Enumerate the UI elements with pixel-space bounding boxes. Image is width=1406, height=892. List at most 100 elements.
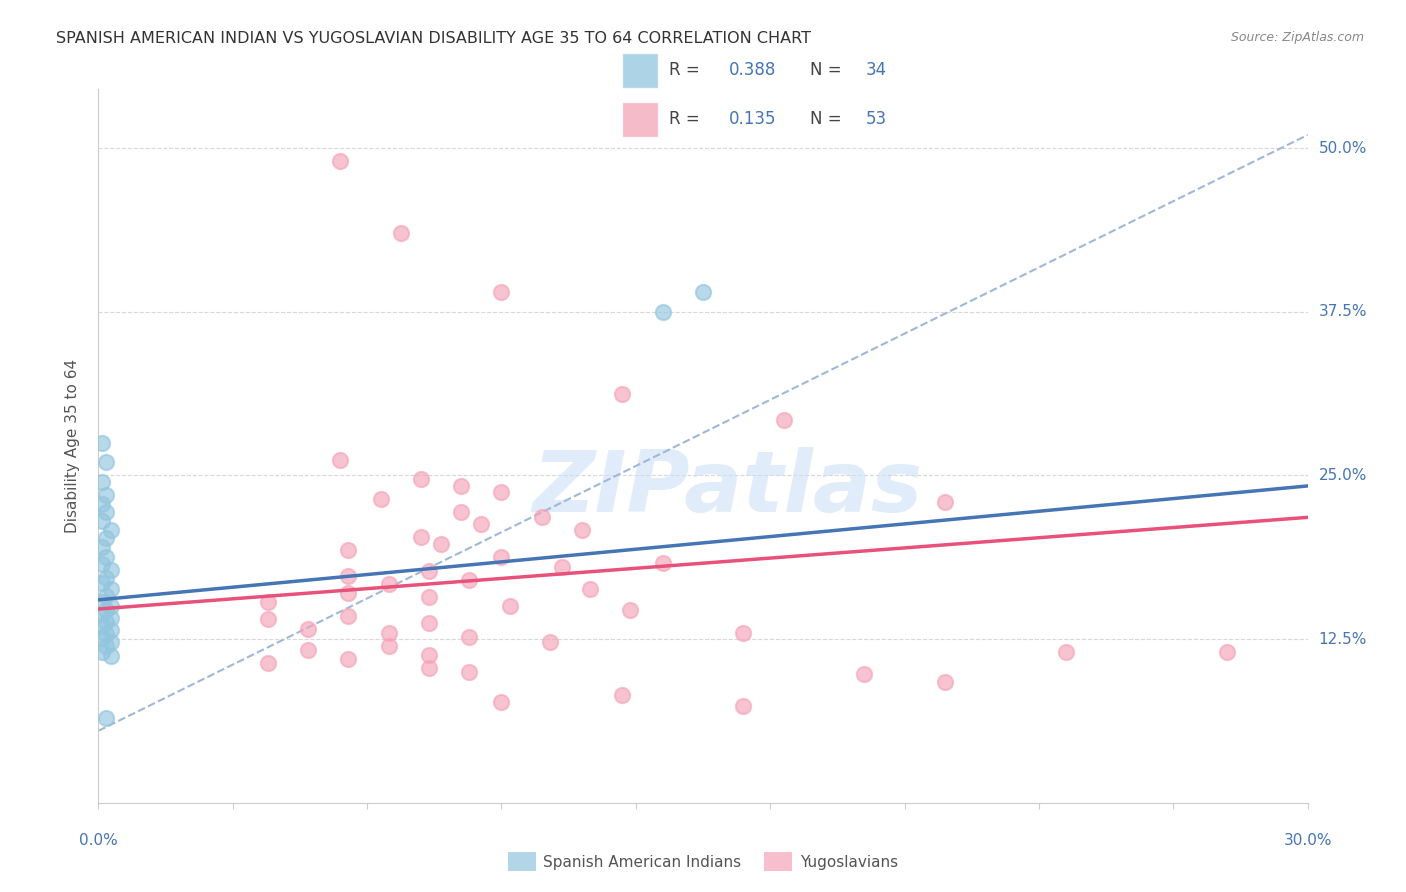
Text: R =: R = [669, 110, 710, 128]
Point [96, 603, 118, 617]
Point [430, 536, 453, 550]
Point [91, 595, 114, 609]
Point [337, 543, 360, 558]
Point [100, 599, 122, 614]
Point [772, 413, 794, 427]
Point [337, 608, 360, 623]
Text: 37.5%: 37.5% [1319, 304, 1367, 319]
Point [329, 452, 352, 467]
Text: 12.5%: 12.5% [1319, 632, 1367, 647]
Point [96, 488, 118, 502]
Point [612, 689, 634, 703]
Point [100, 611, 122, 625]
Point [1054, 645, 1077, 659]
Text: N =: N = [810, 110, 846, 128]
Point [91, 514, 114, 528]
Point [337, 652, 360, 666]
Point [418, 564, 440, 578]
Point [377, 625, 399, 640]
Point [651, 556, 673, 570]
Legend: Spanish American Indians, Yugoslavians: Spanish American Indians, Yugoslavians [502, 847, 904, 877]
Point [491, 485, 513, 500]
Point [96, 711, 118, 725]
Point [498, 599, 520, 614]
Point [377, 639, 399, 653]
Point [579, 582, 602, 597]
Point [530, 510, 553, 524]
Point [329, 154, 352, 169]
Text: ZIPatlas: ZIPatlas [531, 447, 922, 531]
Point [96, 455, 118, 469]
Point [337, 586, 360, 600]
Text: 34: 34 [866, 61, 887, 78]
Point [100, 563, 122, 577]
Point [91, 631, 114, 645]
Point [96, 549, 118, 564]
Point [96, 571, 118, 585]
FancyBboxPatch shape [621, 53, 658, 87]
Point [91, 558, 114, 572]
Point [91, 645, 114, 659]
Point [256, 612, 278, 626]
Point [389, 226, 412, 240]
Text: SPANISH AMERICAN INDIAN VS YUGOSLAVIAN DISABILITY AGE 35 TO 64 CORRELATION CHART: SPANISH AMERICAN INDIAN VS YUGOSLAVIAN D… [56, 31, 811, 46]
Text: 53: 53 [866, 110, 887, 128]
Point [418, 661, 440, 675]
Point [450, 479, 472, 493]
Point [612, 387, 634, 401]
Point [96, 615, 118, 629]
Point [934, 494, 956, 508]
Point [491, 285, 513, 300]
Point [418, 591, 440, 605]
Point [96, 505, 118, 519]
Point [370, 491, 392, 506]
Point [571, 524, 593, 538]
Text: N =: N = [810, 61, 846, 78]
Point [100, 649, 122, 664]
Point [692, 285, 714, 300]
Point [853, 667, 876, 681]
Point [409, 472, 432, 486]
Point [100, 582, 122, 597]
Point [337, 569, 360, 583]
Point [458, 665, 481, 679]
Point [733, 625, 755, 640]
Text: Source: ZipAtlas.com: Source: ZipAtlas.com [1230, 31, 1364, 45]
Point [538, 634, 561, 648]
Text: 0.135: 0.135 [728, 110, 776, 128]
Point [96, 627, 118, 641]
Point [91, 475, 114, 489]
Point [934, 675, 956, 690]
Point [1216, 645, 1239, 659]
Point [297, 622, 319, 636]
Y-axis label: Disability Age 35 to 64: Disability Age 35 to 64 [65, 359, 80, 533]
Point [91, 435, 114, 450]
Point [458, 630, 481, 644]
Point [256, 595, 278, 609]
Point [256, 656, 278, 670]
Text: 0.0%: 0.0% [79, 833, 118, 848]
Text: 25.0%: 25.0% [1319, 468, 1367, 483]
Point [458, 573, 481, 587]
Point [418, 648, 440, 662]
Text: 0.388: 0.388 [728, 61, 776, 78]
Point [733, 698, 755, 713]
Point [409, 530, 432, 544]
Point [450, 505, 472, 519]
Point [377, 577, 399, 591]
Text: 30.0%: 30.0% [1284, 833, 1331, 848]
Point [551, 560, 574, 574]
Point [96, 639, 118, 653]
Point [651, 305, 673, 319]
Point [491, 695, 513, 709]
Point [470, 516, 492, 531]
Point [297, 642, 319, 657]
Point [100, 524, 122, 538]
Point [418, 616, 440, 631]
FancyBboxPatch shape [621, 102, 658, 137]
Point [96, 531, 118, 545]
Point [91, 619, 114, 633]
Text: 50.0%: 50.0% [1319, 141, 1367, 155]
Point [91, 541, 114, 555]
Point [91, 607, 114, 622]
